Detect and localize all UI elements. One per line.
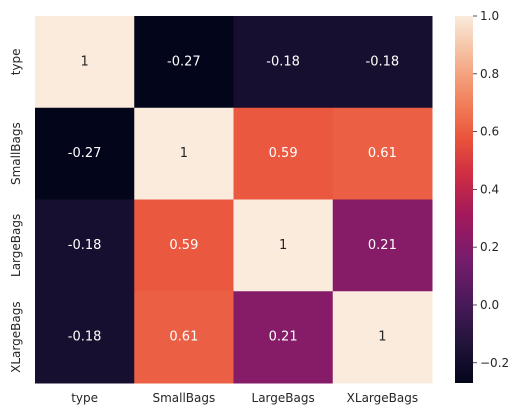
y-tick-labels: type SmallBags LargeBags XLargeBags: [9, 48, 23, 372]
heatmap-cell-0-0: [35, 16, 135, 109]
x-tick-3: XLargeBags: [347, 391, 418, 405]
colorbar-tick-label-3: 0.4: [480, 182, 499, 196]
x-tick-0: type: [71, 391, 98, 405]
colorbar-tick-label-0: −0.2: [480, 356, 509, 370]
heatmap-cell-1-3: [332, 107, 433, 200]
cell-label-1-1: 1: [180, 146, 188, 161]
heatmap-cell-3-0: [35, 291, 135, 384]
colorbar-tick-label-4: 0.6: [480, 125, 499, 139]
y-tick-1: SmallBags: [9, 122, 23, 185]
cell-label-0-0: 1: [80, 54, 88, 69]
y-tick-3: XLargeBags: [9, 301, 23, 372]
heatmap-cell-0-1: [134, 16, 234, 109]
cell-label-2-3: 0.21: [368, 238, 397, 253]
cell-label-1-3: 0.61: [368, 146, 397, 161]
colorbar-ticks: −0.2 0.0 0.2 0.4 0.6 0.8 1.0: [473, 9, 509, 370]
cell-label-3-0: -0.18: [68, 330, 102, 345]
heatmap-cell-0-2: [233, 16, 334, 109]
y-tick-0: type: [9, 48, 23, 75]
cell-label-3-2: 0.21: [269, 330, 298, 345]
heatmap-cell-1-1: [134, 107, 234, 200]
heatmap-cell-1-2: [233, 107, 334, 200]
heatmap-cell-3-1: [134, 291, 234, 384]
x-tick-labels: type SmallBags LargeBags XLargeBags: [71, 391, 418, 405]
heatmap-cell-2-1: [134, 199, 234, 292]
cell-label-2-2: 1: [279, 238, 287, 253]
cell-label-0-2: -0.18: [266, 54, 300, 69]
x-tick-2: LargeBags: [252, 391, 315, 405]
heatmap-cell-2-3: [332, 199, 433, 292]
cell-label-1-0: -0.27: [68, 146, 102, 161]
cell-annotations: 1 -0.27 -0.18 -0.18 -0.27 1 0.59 0.61 -0.18 0.59 1…: [68, 54, 399, 344]
heatmap-cell-0-3: [332, 16, 433, 109]
y-tick-2: LargeBags: [9, 214, 23, 277]
colorbar-tick-label-5: 0.8: [480, 67, 499, 81]
cell-label-3-3: 1: [378, 330, 386, 345]
cell-label-0-1: -0.27: [167, 54, 201, 69]
cell-label-1-2: 0.59: [269, 146, 298, 161]
cell-label-0-3: -0.18: [366, 54, 400, 69]
colorbar-tick-label-6: 1.0: [480, 9, 499, 23]
cell-label-3-1: 0.61: [169, 330, 198, 345]
heatmap-cell-3-2: [233, 291, 334, 384]
colorbar-tick-label-2: 0.2: [480, 240, 499, 254]
cell-label-2-0: -0.18: [68, 238, 102, 253]
cell-label-2-1: 0.59: [169, 238, 198, 253]
heatmap-cell-1-0: [35, 107, 135, 200]
colorbar: −0.2 0.0 0.2 0.4 0.6 0.8 1.0: [455, 9, 509, 383]
x-tick-1: SmallBags: [152, 391, 215, 405]
heatmap-cell-3-3: [332, 291, 433, 384]
colorbar-gradient: [455, 16, 473, 383]
colorbar-tick-label-1: 0.0: [480, 298, 499, 312]
heatmap-cell-2-2: [233, 199, 334, 292]
heatmap-cells: [35, 16, 433, 384]
heatmap-cell-2-0: [35, 199, 135, 292]
